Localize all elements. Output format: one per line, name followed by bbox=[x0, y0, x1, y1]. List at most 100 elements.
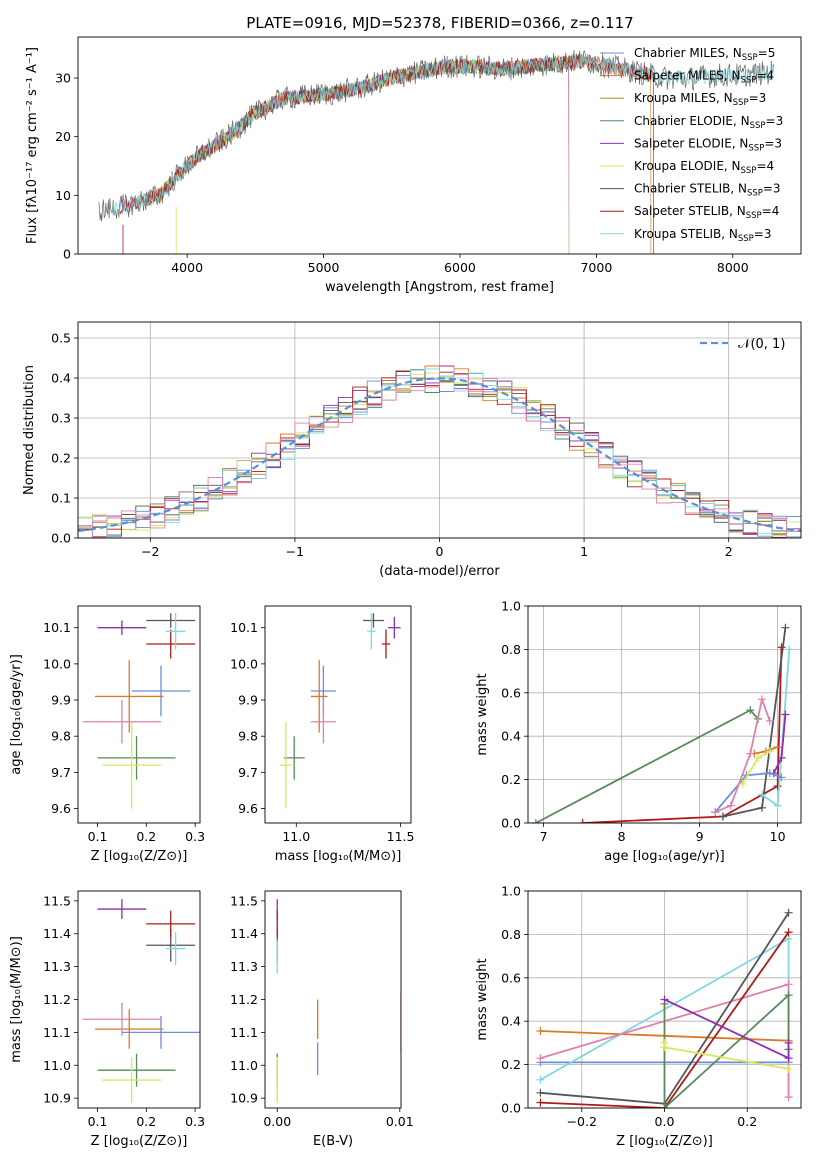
y-tick-label: 0.8 bbox=[501, 927, 521, 942]
residuals-panel: −2 −1 0 1 2 0.0 0.1 0.2 0.3 0.4 0.5 (data-model)/er… bbox=[22, 321, 802, 579]
weight-marker bbox=[777, 773, 786, 782]
weight-marker bbox=[765, 717, 774, 726]
weight-line bbox=[722, 627, 787, 818]
legend-label: Chabrier MILES, NSSP=5 bbox=[634, 46, 775, 63]
weight-marker bbox=[781, 623, 790, 632]
spectrum-line bbox=[186, 55, 570, 254]
y-tick-label: 0.4 bbox=[501, 1014, 521, 1029]
x-tick-label: 11.0 bbox=[282, 829, 310, 844]
weight-marker bbox=[784, 980, 793, 989]
weight-marker bbox=[719, 812, 727, 821]
weight-marker bbox=[773, 743, 782, 752]
weight-marker bbox=[773, 801, 782, 810]
mass_vs_ebv-panel: 0.00 0.01 10.9 11.0 11.1 11.2 11.3 11.4 11.5 E(B-… bbox=[230, 890, 414, 1149]
y-tick-label: 11.4 bbox=[230, 926, 258, 941]
x-tick-label: 0.3 bbox=[185, 1114, 205, 1129]
x-tick-label: 6000 bbox=[444, 260, 476, 275]
y-tick-label: 1.0 bbox=[501, 884, 521, 899]
mass_vs_ebv-plot-area bbox=[276, 899, 401, 1104]
weight-marker bbox=[754, 753, 763, 762]
weight-marker bbox=[536, 1075, 545, 1084]
legend-label: Salpeter MILES, NSSP=4 bbox=[634, 69, 774, 86]
y-tick-label: 0.4 bbox=[501, 729, 521, 744]
y-tick-label: 11.1 bbox=[230, 1025, 258, 1040]
weight-marker bbox=[777, 753, 786, 762]
y-tick-label: 9.6 bbox=[238, 801, 258, 816]
weight_vs_age-panel: 7 8 9 10 0.0 0.2 0.4 0.6 0.8 1.0 age [log₁₀(age/yr… bbox=[475, 599, 802, 864]
y-tick-label: 11.0 bbox=[230, 1058, 258, 1073]
weight-marker bbox=[784, 928, 793, 937]
legend-label: Salpeter STELIB, NSSP=4 bbox=[634, 204, 779, 221]
gaussian-curve bbox=[78, 377, 801, 533]
x-axis-label: age [log₁₀(age/yr)] bbox=[604, 849, 725, 864]
weight-marker bbox=[536, 1054, 545, 1063]
y-tick-label: 11.5 bbox=[43, 893, 71, 908]
y-tick-label: 1.0 bbox=[501, 599, 521, 614]
axes-frame bbox=[77, 36, 802, 255]
y-tick-label: 11.5 bbox=[230, 893, 258, 908]
weight-marker bbox=[784, 991, 793, 1000]
x-tick-label: 0.0 bbox=[655, 1114, 675, 1129]
weight-marker bbox=[711, 808, 720, 817]
x-tick-label: 0.2 bbox=[136, 829, 156, 844]
x-axis-label: (data-model)/error bbox=[379, 564, 500, 579]
y-tick-label: 9.8 bbox=[238, 729, 258, 744]
x-tick-label: −2 bbox=[141, 544, 159, 559]
x-tick-label: 7 bbox=[540, 829, 548, 844]
y-axis-label: mass [log₁₀(M/M⊙)] bbox=[9, 936, 24, 1063]
legend-label: Kroupa STELIB, NSSP=3 bbox=[634, 227, 772, 244]
x-tick-label: 10 bbox=[770, 829, 786, 844]
weight-marker bbox=[746, 749, 755, 758]
age_vs_Z-plot-area bbox=[82, 613, 196, 809]
figure-title: PLATE=0916, MJD=52378, FIBERID=0366, z=0… bbox=[246, 14, 633, 32]
legend-label: 𝒩(0, 1) bbox=[738, 337, 785, 352]
y-axis-label: Normed distribution bbox=[22, 365, 37, 495]
y-axis-label: mass weight bbox=[475, 673, 490, 755]
y-tick-label: 0.5 bbox=[51, 331, 71, 346]
y-tick-label: 11.2 bbox=[43, 992, 71, 1007]
y-tick-label: 0.0 bbox=[501, 816, 521, 831]
x-axis-label: wavelength [Angstrom, rest frame] bbox=[325, 280, 554, 295]
legend-label: Chabrier STELIB, NSSP=3 bbox=[634, 182, 781, 199]
axes-frame bbox=[77, 321, 802, 539]
y-axis-label: Flux [fλ10⁻¹⁷ erg cm⁻² s⁻¹ A⁻¹] bbox=[25, 47, 40, 244]
weight-marker bbox=[785, 645, 794, 654]
spectrum-line bbox=[111, 53, 774, 215]
age_vs_mass-plot-area bbox=[279, 613, 401, 809]
spectrum-line bbox=[145, 53, 597, 207]
weight-line bbox=[535, 709, 759, 823]
y-tick-label: 11.1 bbox=[43, 1025, 71, 1040]
y-tick-label: 20 bbox=[55, 129, 71, 144]
legend-label: Salpeter ELODIE, NSSP=3 bbox=[634, 136, 782, 153]
x-tick-label: −1 bbox=[286, 544, 304, 559]
age_vs_mass-panel: 11.0 11.5 9.6 9.7 9.8 9.9 10.0 10.1 mass [log₁₀(… bbox=[230, 605, 414, 864]
spectrum-panel: 4000 5000 6000 7000 8000 0 10 20 30 wavelength [A… bbox=[25, 36, 802, 295]
weight-marker bbox=[765, 747, 774, 756]
age_vs_Z-panel: 0.1 0.2 0.3 9.6 9.7 9.8 9.9 10.0 10.1 Z [log₁₀(Z/… bbox=[9, 605, 205, 864]
x-tick-label: 0.01 bbox=[386, 1114, 414, 1129]
weight_vs_Z-panel: −0.2 0.0 0.2 0.0 0.2 0.4 0.6 0.8 1.0 Z [log₁₀(Z/Z… bbox=[475, 884, 802, 1149]
weight_vs_age-plot-area bbox=[531, 623, 794, 823]
y-tick-label: 10.1 bbox=[230, 620, 258, 635]
weight-marker bbox=[784, 908, 793, 917]
x-tick-label: 0.1 bbox=[88, 1114, 108, 1129]
y-tick-label: 10 bbox=[55, 188, 71, 203]
y-tick-label: 30 bbox=[55, 71, 71, 86]
weight-marker bbox=[784, 1093, 793, 1102]
weight-marker bbox=[536, 1098, 545, 1107]
x-tick-label: 9 bbox=[696, 829, 704, 844]
y-tick-label: 11.3 bbox=[230, 959, 258, 974]
x-axis-label: E(B-V) bbox=[313, 1134, 353, 1149]
x-tick-label: 0 bbox=[436, 544, 444, 559]
y-tick-label: 0.1 bbox=[51, 491, 71, 506]
weight-line bbox=[582, 647, 783, 823]
legend-label: Kroupa ELODIE, NSSP=4 bbox=[634, 159, 774, 176]
weight_vs_Z-plot-area bbox=[536, 908, 793, 1108]
weight-line bbox=[663, 993, 790, 1108]
axes-frame bbox=[527, 605, 802, 824]
x-tick-label: 0.2 bbox=[737, 1114, 757, 1129]
x-tick-label: 1 bbox=[580, 544, 588, 559]
y-tick-label: 0.2 bbox=[501, 1057, 521, 1072]
y-tick-label: 10.0 bbox=[230, 656, 258, 671]
x-tick-label: 0.00 bbox=[263, 1114, 291, 1129]
